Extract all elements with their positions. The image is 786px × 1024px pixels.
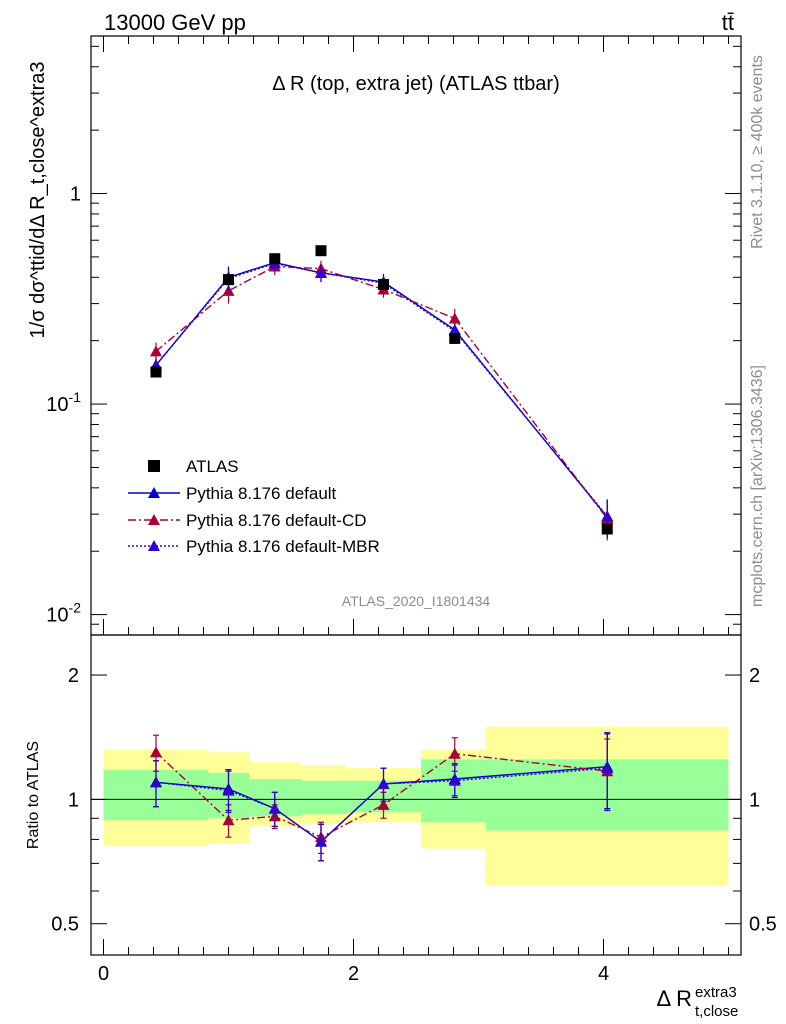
x-tick-label: 2 xyxy=(348,963,359,985)
series-line xyxy=(155,262,608,517)
legend-item-default: Pythia 8.176 default xyxy=(128,484,337,503)
ratio-y-tick-label-right: 2 xyxy=(749,665,760,687)
legend-marker-cd xyxy=(148,514,160,525)
legend-item-mbr: Pythia 8.176 default-MBR xyxy=(128,537,380,556)
ratio-point xyxy=(448,747,461,759)
legend-label-default: Pythia 8.176 default xyxy=(186,484,337,503)
series-line xyxy=(155,265,608,520)
legend-item-data: ATLAS xyxy=(148,457,239,476)
analysis-id: ATLAS_2020_I1801434 xyxy=(342,593,491,609)
ratio-panel: 0.5 0.5 1 1 2 2 Ratio to ATLAS xyxy=(25,634,777,956)
ratio-y-tick-label: 0.5 xyxy=(51,914,79,936)
ratio-y-tick-label: 1 xyxy=(68,789,79,811)
data-point xyxy=(315,245,327,257)
ratio-panel-content xyxy=(91,726,741,886)
legend-label-data: ATLAS xyxy=(186,457,239,476)
data-point xyxy=(378,278,389,290)
series-line xyxy=(155,261,608,518)
ratio-point xyxy=(601,762,614,774)
ratio-panel-frame xyxy=(90,634,742,956)
main-panel-content xyxy=(150,245,614,541)
rivet-label-group: Rivet 3.1.10, ≥ 400k events xyxy=(749,55,766,249)
ratio-y-label: Ratio to ATLAS xyxy=(25,741,42,849)
x-tick-label: 0 xyxy=(98,963,109,985)
ratio-point xyxy=(377,798,390,810)
ratio-y-tick-label-right: 1 xyxy=(749,789,760,811)
legend-item-cd: Pythia 8.176 default-CD xyxy=(128,511,367,530)
mcplots-label-group: mcplots.cern.ch [arXiv:1306.3436] xyxy=(749,365,766,607)
y-tick-label: 10-1 xyxy=(46,389,81,416)
series-point xyxy=(150,345,162,357)
x-tick-label: 4 xyxy=(598,963,609,985)
x-axis-label-main: Δ R xyxy=(657,986,692,1011)
process-label: tt̄ xyxy=(722,10,734,35)
ratio-y-label-group: Ratio to ATLAS xyxy=(25,741,42,849)
energy-label: 13000 GeV pp xyxy=(104,10,246,35)
x-ticks: 0 2 4 xyxy=(98,36,729,985)
x-axis-label: Δ R extra3 t,close xyxy=(657,984,739,1020)
series-point xyxy=(448,312,461,324)
ratio-point xyxy=(150,746,162,758)
ratio-y-tick-label: 2 xyxy=(68,665,79,687)
ratio-point xyxy=(377,777,390,789)
ratio-band-inner xyxy=(301,780,346,815)
main-panel: 10-2 10-1 1 Δ R (top, extra jet) (ATLAS tt… xyxy=(46,35,742,636)
legend-marker-default xyxy=(148,487,160,498)
ratio-y-ticks: 0.5 0.5 1 1 2 2 xyxy=(51,665,777,936)
ratio-point xyxy=(448,774,461,786)
mcplots-label: mcplots.cern.ch [arXiv:1306.3436] xyxy=(749,365,766,607)
legend: ATLAS Pythia 8.176 default Pythia 8.176 … xyxy=(128,457,380,556)
series-point xyxy=(601,510,614,522)
ratio-point xyxy=(268,802,281,814)
ratio-point xyxy=(315,835,327,847)
legend-label-mbr: Pythia 8.176 default-MBR xyxy=(186,537,380,556)
data-point xyxy=(601,523,613,535)
ratio-band-inner xyxy=(421,759,486,823)
chart-title: Δ R (top, extra jet) (ATLAS ttbar) xyxy=(272,73,560,95)
ratio-point xyxy=(222,784,235,796)
data-point xyxy=(269,253,281,265)
x-axis-label-sub: t,close xyxy=(695,1003,738,1020)
data-point xyxy=(150,366,162,378)
ratio-y-tick-label-right: 0.5 xyxy=(749,914,777,936)
y-tick-label: 1 xyxy=(70,184,81,206)
ratio-point xyxy=(150,776,162,788)
data-point xyxy=(449,332,461,344)
y-tick-label: 10-2 xyxy=(46,600,81,627)
ratio-point xyxy=(222,814,235,826)
data-point xyxy=(223,274,234,286)
y-axis-label-text: 1/σ dσ^ttid/dΔ R_t,close^extra3 xyxy=(27,62,49,339)
rivet-label: Rivet 3.1.10, ≥ 400k events xyxy=(749,55,766,249)
series-point xyxy=(315,266,327,278)
y-axis-label: 1/σ dσ^ttid/dΔ R_t,close^extra3 xyxy=(27,62,49,339)
legend-marker-data xyxy=(148,460,160,472)
legend-marker-mbr xyxy=(148,540,160,551)
x-axis-label-sup: extra3 xyxy=(695,984,737,1001)
legend-label-cd: Pythia 8.176 default-CD xyxy=(186,511,367,530)
